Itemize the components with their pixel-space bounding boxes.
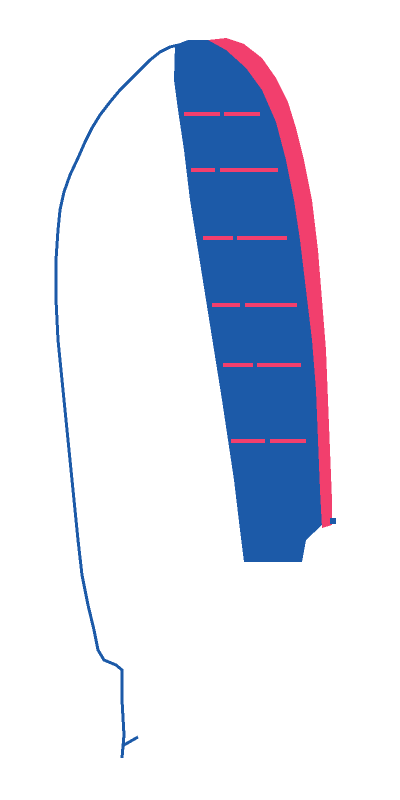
dash-mark-row6-b	[270, 439, 306, 443]
dash-mark-row6-a	[231, 439, 265, 443]
outline-tail-tick	[123, 735, 139, 747]
dash-mark-row2-b	[220, 168, 278, 172]
dash-mark-row3-b	[237, 236, 287, 240]
dash-mark-row5-b	[257, 363, 301, 367]
accent-edge-stripe	[208, 38, 332, 528]
dash-mark-row2-a	[191, 168, 215, 172]
thin-curved-outline-line	[54, 43, 179, 759]
edge-nub-2	[312, 514, 318, 520]
dash-mark-row1-b	[224, 112, 260, 116]
dash-mark-row4-b	[245, 303, 297, 307]
dash-mark-row5-a	[223, 363, 253, 367]
edge-nub-1	[330, 518, 336, 524]
dash-mark-row3-a	[203, 236, 233, 240]
curved-blue-body	[174, 40, 322, 562]
dash-mark-row4-a	[212, 303, 240, 307]
dash-mark-row1-a	[184, 112, 220, 116]
dash-markings	[184, 112, 306, 443]
